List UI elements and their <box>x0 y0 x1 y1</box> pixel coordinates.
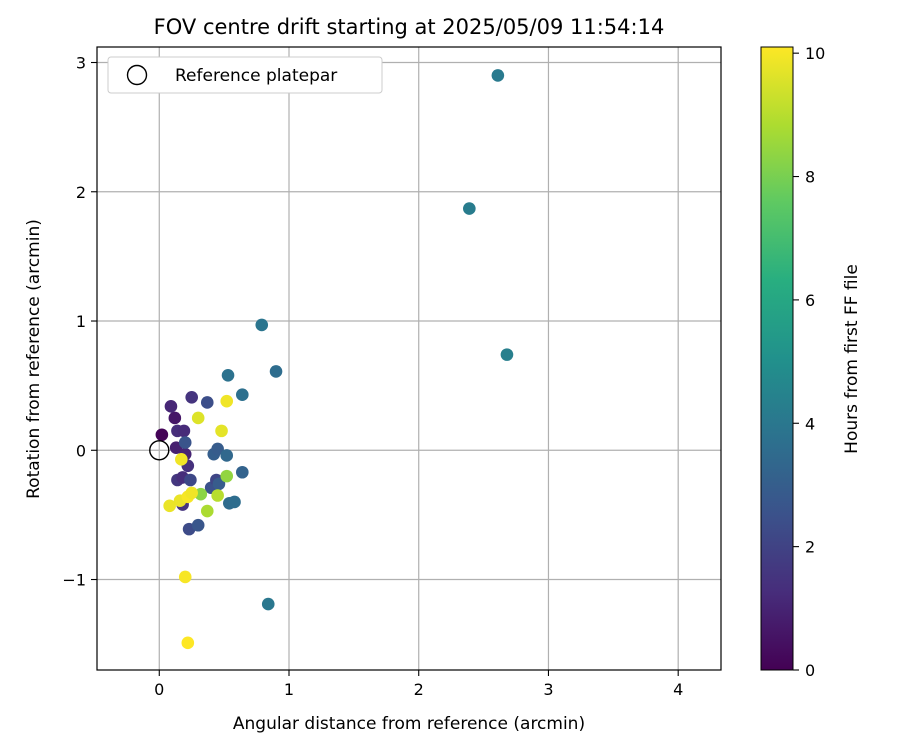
data-point <box>191 411 205 425</box>
data-point <box>500 348 514 361</box>
data-point <box>269 365 283 378</box>
colorbar-tick-label: 4 <box>805 414 815 433</box>
data-point <box>164 400 178 413</box>
y-axis-label: Rotation from reference (arcmin) <box>24 219 44 499</box>
data-point <box>184 473 197 487</box>
data-point <box>235 465 249 479</box>
data-point <box>221 369 235 382</box>
data-point <box>163 499 176 513</box>
data-point <box>200 396 214 409</box>
data-point <box>228 495 241 509</box>
grid <box>97 47 721 670</box>
y-axis: −1 0 1 2 3 <box>62 54 97 590</box>
data-points <box>149 69 514 650</box>
data-point <box>463 202 476 215</box>
x-tick-label: 4 <box>673 680 683 699</box>
chart-title: FOV centre drift starting at 2025/05/09 … <box>154 15 665 39</box>
data-point <box>168 411 182 425</box>
data-point <box>220 394 234 408</box>
data-point <box>175 453 188 466</box>
data-point <box>261 597 275 611</box>
colorbar-ticks: 0 2 4 6 8 10 <box>793 44 825 680</box>
data-point <box>177 424 191 438</box>
colorbar-label: Hours from first FF file <box>842 264 862 454</box>
data-point <box>200 504 214 518</box>
y-tick-label: 0 <box>76 441 86 460</box>
x-tick-label: 3 <box>543 680 553 699</box>
data-point <box>155 428 169 442</box>
data-point <box>215 424 228 438</box>
colorbar-tick-label: 6 <box>805 291 815 310</box>
data-point <box>178 436 192 449</box>
colorbar-tick-label: 10 <box>805 44 825 63</box>
data-point <box>185 390 199 404</box>
legend-reference-marker <box>126 64 148 86</box>
colorbar-gradient <box>760 46 794 671</box>
colorbar-tick-label: 2 <box>805 538 815 557</box>
data-point <box>220 469 234 483</box>
x-axis-label: Angular distance from reference (arcmin) <box>233 714 585 734</box>
y-tick-label: 2 <box>76 183 86 202</box>
reference-platepar-marker <box>149 440 170 461</box>
x-tick-label: 1 <box>284 680 294 699</box>
legend-label: Reference platepar <box>175 66 337 86</box>
y-tick-label: 3 <box>76 54 86 73</box>
data-point <box>235 388 249 401</box>
colorbar-tick-label: 8 <box>805 168 815 187</box>
data-point <box>191 518 205 532</box>
plot-area-frame <box>96 46 722 671</box>
data-point <box>181 636 195 650</box>
y-tick-label: −1 <box>62 571 86 590</box>
data-point <box>178 570 192 584</box>
colorbar: 0 2 4 6 8 10 Hours from first FF file <box>760 44 862 680</box>
data-point <box>212 477 226 491</box>
data-point <box>211 442 224 456</box>
y-tick-label: 1 <box>76 312 86 331</box>
legend: Reference platepar <box>107 56 383 94</box>
x-tick-label: 0 <box>154 680 164 699</box>
data-point <box>255 318 269 332</box>
x-tick-label: 2 <box>414 680 424 699</box>
data-point <box>211 489 224 502</box>
colorbar-tick-label: 0 <box>805 661 815 680</box>
data-point <box>185 486 199 500</box>
x-axis: 0 1 2 3 4 <box>154 670 683 699</box>
data-point <box>491 69 505 82</box>
legend-box <box>107 56 383 94</box>
data-point <box>220 449 234 462</box>
